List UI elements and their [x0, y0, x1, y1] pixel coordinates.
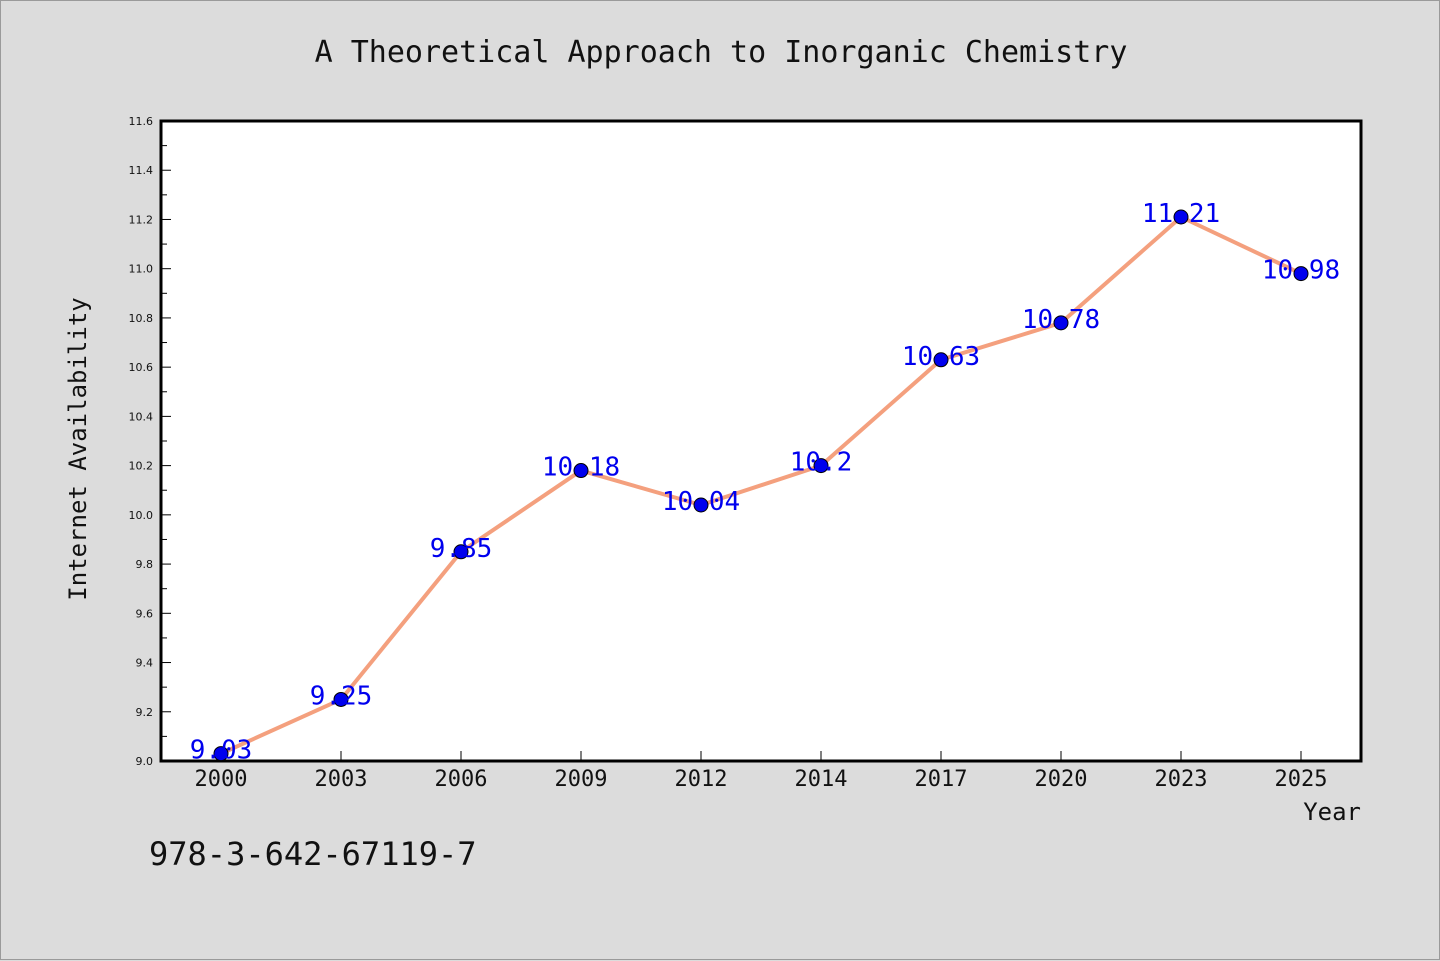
- y-tick-label: 9.2: [136, 706, 154, 719]
- x-tick-label: 2017: [915, 767, 968, 792]
- data-point: [1293, 266, 1309, 282]
- data-point: [813, 458, 829, 474]
- data-label: 10.04: [662, 487, 740, 517]
- data-label: 9.03: [190, 736, 253, 766]
- x-tick-label: 2009: [555, 767, 608, 792]
- x-tick-label: 2006: [435, 767, 488, 792]
- data-point: [693, 497, 709, 513]
- data-label: 11.21: [1142, 199, 1220, 229]
- x-tick-label: 2025: [1275, 767, 1328, 792]
- chart-title: A Theoretical Approach to Inorganic Chem…: [314, 35, 1128, 70]
- y-tick-label: 10.6: [129, 361, 154, 374]
- y-tick-label: 11.4: [129, 164, 154, 177]
- plot-area: [159, 119, 1363, 763]
- data-label: 10.63: [902, 342, 980, 372]
- x-axis: 2000 2003 2006 2009 2012 2014 2017 2020 2023 2025: [195, 751, 1328, 792]
- y-tick-label: 11.0: [129, 263, 154, 276]
- data-label: 10.2: [790, 448, 853, 478]
- data-point: [1053, 315, 1069, 331]
- x-axis-label: Year: [1303, 798, 1361, 826]
- data-point: [933, 352, 949, 368]
- y-tick-label: 10.0: [129, 509, 154, 522]
- data-label: 9.25: [310, 681, 373, 711]
- y-tick-label: 11.6: [129, 115, 154, 128]
- data-point: [333, 691, 349, 707]
- data-point: [453, 544, 469, 560]
- y-tick-label: 10.8: [129, 312, 154, 325]
- y-tick-label: 10.2: [129, 460, 154, 473]
- data-label: 10.78: [1022, 305, 1100, 335]
- y-tick-label: 11.2: [129, 213, 154, 226]
- data-point: [1173, 209, 1189, 225]
- y-tick-label: 9.6: [136, 607, 154, 620]
- y-tick-label: 9.4: [136, 657, 154, 670]
- data-points: [213, 209, 1309, 762]
- isbn-text: 978-3-642-67119-7: [149, 835, 477, 873]
- y-tick-label: 10.4: [129, 410, 154, 423]
- x-tick-label: 2012: [675, 767, 728, 792]
- data-labels: 9.03 9.25 9.85 10.18 10.04 10.2 10.63 10.78 11.2…: [190, 199, 1340, 766]
- data-label: 10.98: [1262, 256, 1340, 286]
- x-tick-label: 2000: [195, 767, 248, 792]
- data-label: 9.85: [430, 534, 493, 564]
- series-line-group: [219, 215, 1303, 756]
- y-tick-label: 9.8: [136, 558, 154, 571]
- data-point: [213, 746, 229, 762]
- x-tick-label: 2003: [315, 767, 368, 792]
- data-label: 10.18: [542, 453, 620, 483]
- x-tick-label: 2020: [1035, 767, 1088, 792]
- y-axis: 9.0 9.2 9.4 9.6 9.8 10.0 10.2 10.4 10.6 10.8 11.0 1…: [129, 115, 171, 768]
- x-tick-label: 2014: [795, 767, 848, 792]
- series-line: [219, 215, 1303, 756]
- x-tick-label: 2023: [1155, 767, 1208, 792]
- data-point: [573, 463, 589, 479]
- y-tick-label: 9.0: [136, 755, 154, 768]
